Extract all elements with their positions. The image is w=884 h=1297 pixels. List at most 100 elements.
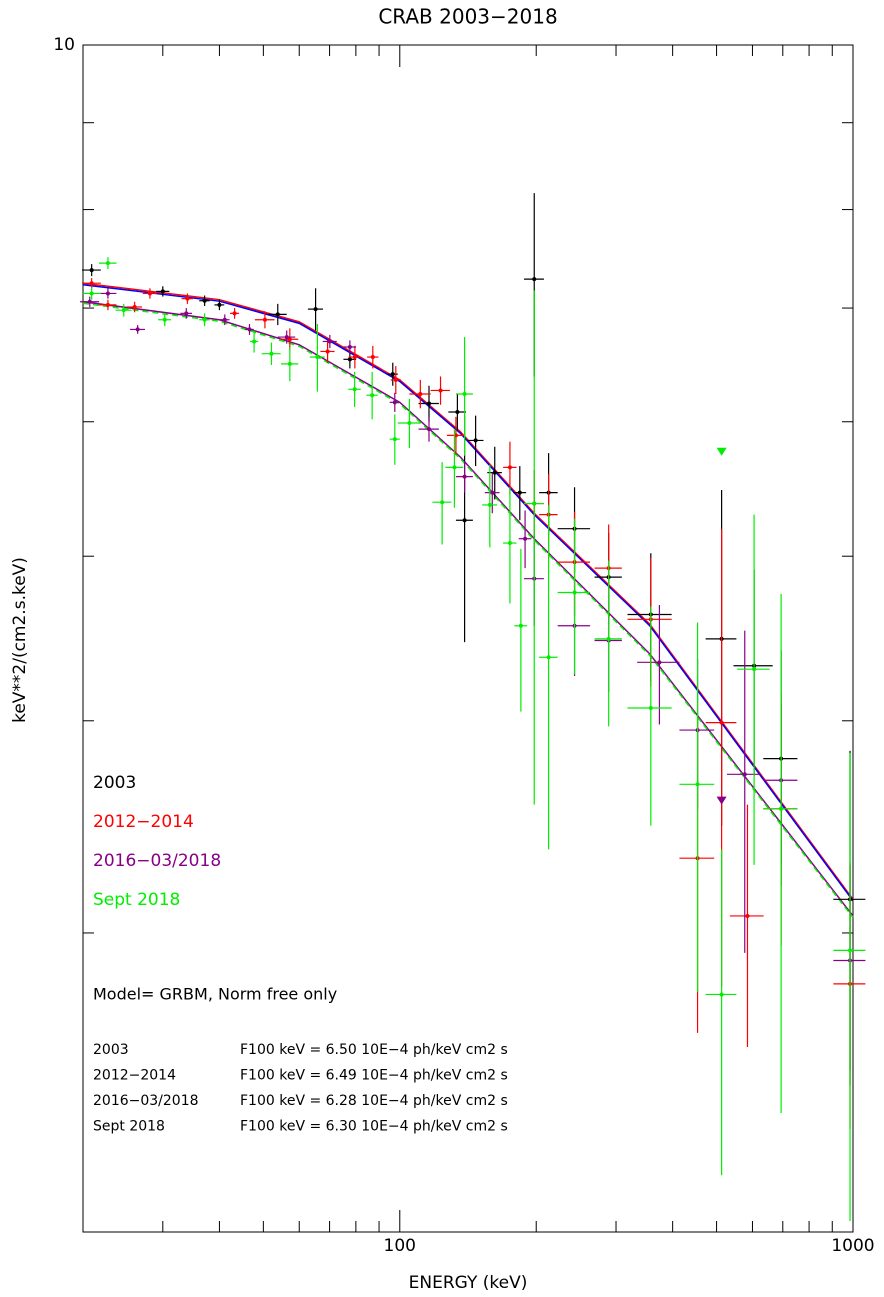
flux-value: F100 keV = 6.28 10E−4 ph/keV cm2 s [240,1093,508,1109]
x-tick-label: 100 [384,1236,416,1256]
data-point [370,393,375,398]
data-point [247,327,252,332]
flux-label: 2003 [93,1042,129,1058]
upper-limit [716,447,727,456]
y-tick-label: 10 [53,35,75,55]
data-point [532,501,537,506]
data-point [232,311,237,316]
data-point [352,387,357,392]
data-point [848,948,853,953]
data-point [105,291,110,296]
data-point [135,327,140,332]
data-point [89,291,94,296]
data-point [313,307,318,312]
data-point [440,500,445,505]
data-point [105,302,110,307]
data-point [719,992,724,997]
data-point [490,490,495,495]
data-point [287,337,292,342]
data-point [217,302,222,307]
data-point [546,655,551,660]
legend-entry: Sept 2018 [93,890,180,910]
data-point [657,660,662,665]
x-axis-label: ENERGY (keV) [409,1273,528,1293]
x-tick-label: 1000 [831,1236,874,1256]
data-point [407,420,412,425]
data-point [455,409,460,414]
data-point [327,339,332,344]
data-point [87,299,92,304]
data-point [462,518,467,523]
data-point [393,377,398,382]
y-axis-label: keV**2/(cm2.s.keV) [10,557,30,723]
data-point [275,312,280,317]
model-note: Model= GRBM, Norm free only [93,985,337,1004]
plot-frame [82,44,854,1233]
data-point [523,536,528,541]
data-point [462,392,467,397]
data-point [315,355,320,360]
data-point [719,720,724,725]
data-point [572,590,577,595]
data-point [606,636,611,641]
data-point [284,335,289,340]
data-point [202,317,207,322]
model-curve [82,282,854,900]
data-point [507,541,512,546]
flux-value: F100 keV = 6.30 10E−4 ph/keV cm2 s [240,1119,508,1135]
data-point [160,289,165,294]
flux-label: Sept 2018 [93,1119,165,1135]
data-point [222,317,227,322]
data-point [517,490,522,495]
data-point [89,281,94,286]
data-point [347,357,352,362]
data-point [121,308,126,313]
data-point [507,465,512,470]
data-point [532,277,537,282]
model-curve [82,283,854,902]
data-point [89,268,94,273]
data-point [325,349,330,354]
flux-value: F100 keV = 6.50 10E−4 ph/keV cm2 s [240,1042,508,1058]
data-point [742,772,747,777]
upper-limit [716,796,727,805]
data-point [392,400,397,405]
data-point [473,438,478,443]
data-point [745,913,750,918]
data-point [487,502,492,507]
data-point [252,339,257,344]
data-point [426,401,431,406]
data-point [695,782,700,787]
data-point [452,465,457,470]
flux-label: 2012−2014 [93,1068,176,1084]
data-point [185,296,190,301]
data-point [779,806,784,811]
data-point [287,361,292,366]
data-point [390,372,395,377]
data-point [162,317,167,322]
data-point [418,392,423,397]
data-point [352,355,357,360]
legend-entry: 2012−2014 [93,812,194,832]
data-point [105,261,110,266]
data-point [492,470,497,475]
data-point [202,298,207,303]
data-point [132,305,137,310]
legend-entry: 2003 [93,773,136,793]
data-point [438,388,443,393]
data-point [269,351,274,356]
data-point [752,667,757,672]
data-point [147,291,152,296]
data-point [648,705,653,710]
chart-title: CRAB 2003−2018 [378,5,557,29]
flux-label: 2016−03/2018 [93,1093,199,1109]
data-point [347,344,352,349]
data-point [392,437,397,442]
data-point [370,355,375,360]
data-point [262,317,267,322]
model-curve [82,302,854,918]
flux-value: F100 keV = 6.49 10E−4 ph/keV cm2 s [240,1068,508,1084]
data-point [462,474,467,479]
data-point [426,427,431,432]
